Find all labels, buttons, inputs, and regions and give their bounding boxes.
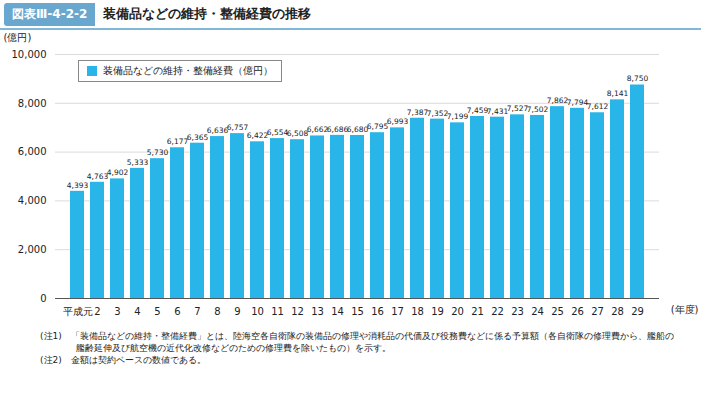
svg-text:8: 8 xyxy=(214,306,220,317)
svg-text:6,365: 6,365 xyxy=(187,133,209,142)
svg-text:(年度): (年度) xyxy=(671,304,699,315)
svg-text:16: 16 xyxy=(371,306,384,317)
svg-text:29: 29 xyxy=(631,306,644,317)
svg-text:22: 22 xyxy=(491,306,504,317)
svg-text:4,393: 4,393 xyxy=(67,181,89,190)
svg-text:7,459: 7,459 xyxy=(467,106,489,115)
svg-text:6,422: 6,422 xyxy=(247,131,269,140)
svg-text:27: 27 xyxy=(591,306,604,317)
svg-text:6,177: 6,177 xyxy=(167,137,189,146)
svg-text:15: 15 xyxy=(351,306,364,317)
svg-text:10: 10 xyxy=(251,306,264,317)
svg-text:7,527: 7,527 xyxy=(507,104,529,113)
svg-text:4,000: 4,000 xyxy=(18,195,47,206)
svg-text:7,352: 7,352 xyxy=(427,109,449,118)
svg-text:6,680: 6,680 xyxy=(347,125,369,134)
svg-text:13: 13 xyxy=(311,306,324,317)
svg-text:20: 20 xyxy=(451,306,464,317)
svg-text:28: 28 xyxy=(611,306,624,317)
svg-text:6,686: 6,686 xyxy=(327,125,349,134)
svg-text:6: 6 xyxy=(174,306,180,317)
svg-text:12: 12 xyxy=(291,306,304,317)
svg-text:8,750: 8,750 xyxy=(627,74,649,83)
svg-text:25: 25 xyxy=(551,306,564,317)
svg-text:7,794: 7,794 xyxy=(567,98,589,107)
html-text:図表Ⅲ-4-2-2: 図表Ⅲ-4-2-2 xyxy=(12,6,88,21)
svg-text:0: 0 xyxy=(40,293,46,304)
svg-text:23: 23 xyxy=(511,306,524,317)
svg-text:6,000: 6,000 xyxy=(18,146,47,157)
svg-text:24: 24 xyxy=(531,306,544,317)
svg-text:7: 7 xyxy=(194,306,200,317)
svg-text:7,199: 7,199 xyxy=(447,112,469,121)
svg-text:21: 21 xyxy=(471,306,484,317)
svg-text:(億円): (億円) xyxy=(4,32,32,43)
svg-text:19: 19 xyxy=(431,306,444,317)
svg-text:6,993: 6,993 xyxy=(387,117,409,126)
svg-text:8,000: 8,000 xyxy=(18,98,47,109)
html-text:装備品などの維持・整備経費の推移: 装備品などの維持・整備経費の推移 xyxy=(103,6,312,21)
svg-text:6,554: 6,554 xyxy=(267,128,289,137)
svg-text:7,612: 7,612 xyxy=(587,102,609,111)
html-text:(注2) 金額は契約ベースの数値である。: (注2) 金額は契約ベースの数値である。 xyxy=(40,355,206,365)
svg-text:7,387: 7,387 xyxy=(407,108,429,117)
svg-text:4,763: 4,763 xyxy=(87,172,109,181)
svg-text:18: 18 xyxy=(411,306,424,317)
svg-text:10,000: 10,000 xyxy=(12,49,47,60)
html-text:(注1) 「装備品などの維持・整備経費」とは、陸海空各自衛隊: (注1) 「装備品などの維持・整備経費」とは、陸海空各自衛隊の装備品の修理や消耗… xyxy=(40,331,674,353)
svg-text:2,000: 2,000 xyxy=(18,244,47,255)
svg-text:6,508: 6,508 xyxy=(287,129,309,138)
svg-text:4: 4 xyxy=(134,306,140,317)
svg-text:6,757: 6,757 xyxy=(227,123,249,132)
svg-text:17: 17 xyxy=(391,306,404,317)
svg-text:7,502: 7,502 xyxy=(527,105,549,114)
svg-text:5,730: 5,730 xyxy=(147,148,169,157)
svg-text:3: 3 xyxy=(114,306,120,317)
svg-text:8,141: 8,141 xyxy=(607,89,629,98)
svg-text:6,795: 6,795 xyxy=(367,122,389,131)
svg-text:26: 26 xyxy=(571,306,584,317)
svg-text:7,431: 7,431 xyxy=(487,107,509,116)
svg-text:5,333: 5,333 xyxy=(127,158,149,167)
svg-text:5: 5 xyxy=(154,306,160,317)
svg-text:7,862: 7,862 xyxy=(547,96,569,105)
html-text:装備品などの維持・整備経費（億円）: 装備品などの維持・整備経費（億円） xyxy=(103,65,273,76)
svg-text:平成元: 平成元 xyxy=(63,306,93,317)
svg-text:14: 14 xyxy=(331,306,344,317)
svg-text:11: 11 xyxy=(271,306,284,317)
svg-text:6,636: 6,636 xyxy=(207,126,229,135)
svg-text:4,902: 4,902 xyxy=(107,168,129,177)
svg-text:9: 9 xyxy=(234,306,240,317)
svg-text:2: 2 xyxy=(94,306,100,317)
svg-text:6,662: 6,662 xyxy=(307,125,329,134)
